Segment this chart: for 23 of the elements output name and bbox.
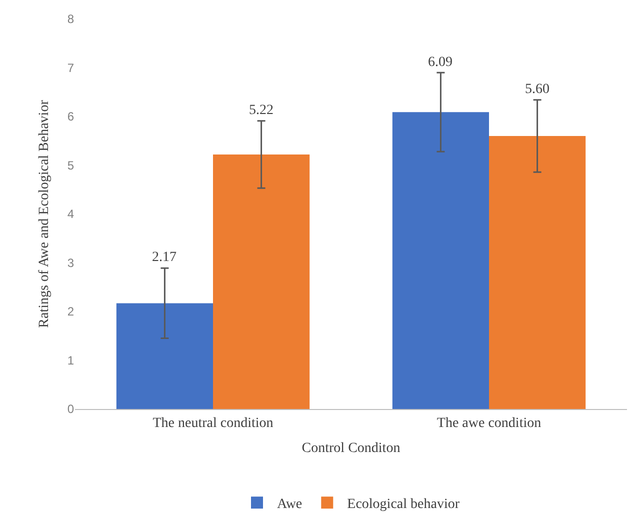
- bar: [392, 112, 489, 409]
- y-tick-label: 4: [67, 207, 74, 222]
- legend-label: Awe: [277, 497, 302, 512]
- bar: [489, 136, 586, 409]
- legend-label: Ecological behavior: [347, 497, 460, 512]
- bar: [213, 154, 310, 409]
- y-tick-label: 1: [67, 353, 74, 368]
- x-tick-label: The awe condition: [436, 416, 542, 431]
- y-tick-label: 8: [67, 12, 74, 26]
- bar: [116, 303, 213, 409]
- y-tick-label: 2: [67, 304, 74, 319]
- data-label: 2.17: [152, 250, 176, 265]
- data-label: 5.22: [249, 103, 274, 118]
- data-label: 5.60: [525, 82, 550, 97]
- x-tick-label: The neutral condition: [152, 416, 274, 431]
- data-label: 6.09: [428, 55, 452, 70]
- y-axis-title: Ratings of Awe and Ecological Behavior: [36, 100, 52, 328]
- y-tick-label: 7: [67, 60, 74, 75]
- y-tick-label: 6: [67, 110, 74, 124]
- y-tick-label: 5: [67, 158, 74, 172]
- x-axis-title: Control Conditon: [302, 441, 400, 456]
- y-tick-label: 0: [67, 402, 74, 416]
- y-tick-label: 3: [67, 256, 74, 270]
